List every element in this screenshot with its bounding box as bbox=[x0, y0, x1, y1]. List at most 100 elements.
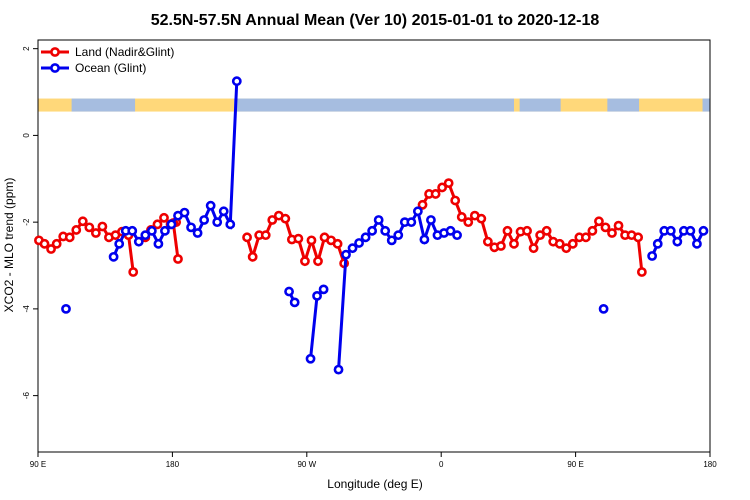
y-axis-label: XCO2 - MLO trend (ppm) bbox=[2, 178, 16, 313]
data-point bbox=[463, 217, 474, 228]
data-point bbox=[231, 76, 242, 87]
data-point bbox=[685, 225, 696, 236]
data-point bbox=[594, 216, 604, 227]
data-point bbox=[289, 297, 300, 308]
data-point bbox=[541, 225, 552, 236]
data-point bbox=[647, 251, 658, 261]
data-point bbox=[267, 215, 278, 225]
series-ocean bbox=[61, 76, 709, 375]
data-point bbox=[502, 225, 513, 236]
legend: Land (Nadir&Glint) Ocean (Glint) bbox=[41, 45, 174, 75]
data-point bbox=[205, 200, 216, 211]
data-point bbox=[71, 225, 82, 235]
data-point bbox=[607, 228, 617, 238]
data-point bbox=[313, 256, 323, 267]
data-point bbox=[97, 221, 108, 232]
legend-label: Ocean (Glint) bbox=[75, 61, 146, 75]
data-point bbox=[496, 241, 506, 251]
data-point bbox=[192, 228, 203, 238]
data-point bbox=[665, 225, 676, 236]
data-point bbox=[598, 303, 609, 314]
data-point bbox=[280, 213, 291, 224]
data-point bbox=[46, 244, 56, 254]
data-point bbox=[225, 219, 236, 230]
legend-swatch-marker bbox=[50, 63, 60, 73]
data-point bbox=[146, 225, 157, 236]
data-point bbox=[456, 212, 467, 222]
data-point bbox=[567, 238, 578, 249]
series-land bbox=[34, 178, 647, 277]
data-point bbox=[159, 212, 169, 223]
data-point bbox=[218, 206, 229, 217]
band-ocean bbox=[234, 98, 514, 112]
data-point bbox=[367, 225, 378, 236]
data-point bbox=[84, 222, 95, 233]
data-point bbox=[652, 238, 663, 249]
x-tick-label: 90 W bbox=[297, 460, 316, 469]
data-point bbox=[580, 232, 591, 243]
data-point bbox=[186, 222, 196, 233]
data-point bbox=[128, 267, 139, 277]
band-ocean bbox=[607, 98, 640, 112]
data-point bbox=[636, 267, 647, 277]
data-point bbox=[179, 207, 190, 218]
data-point bbox=[293, 233, 304, 244]
data-point bbox=[692, 238, 702, 249]
data-point bbox=[284, 286, 294, 297]
data-point bbox=[114, 238, 125, 249]
data-point bbox=[305, 353, 316, 364]
data-point bbox=[482, 236, 493, 247]
series-layer bbox=[34, 76, 709, 375]
data-point bbox=[535, 230, 546, 241]
data-point bbox=[39, 238, 50, 249]
data-point bbox=[522, 225, 532, 236]
data-point bbox=[437, 182, 448, 193]
data-point bbox=[419, 234, 430, 245]
plot-frame bbox=[37, 39, 711, 453]
x-tick-label: 180 bbox=[166, 460, 180, 469]
data-point bbox=[406, 217, 417, 228]
data-point bbox=[360, 232, 371, 243]
data-point bbox=[443, 178, 454, 189]
y-axis: 2 0 -2 -4 -6 bbox=[22, 46, 38, 399]
data-point bbox=[373, 215, 384, 225]
data-point bbox=[633, 232, 644, 243]
data-point bbox=[212, 217, 223, 228]
data-point bbox=[426, 215, 436, 225]
data-point bbox=[61, 303, 71, 314]
data-point bbox=[509, 238, 519, 249]
data-point bbox=[698, 225, 709, 236]
legend-label: Land (Nadir&Glint) bbox=[75, 45, 174, 59]
land-ocean-band bbox=[38, 98, 710, 112]
data-point bbox=[306, 235, 317, 246]
data-point bbox=[393, 230, 404, 241]
data-point bbox=[166, 219, 177, 230]
data-point bbox=[242, 232, 252, 243]
y-tick-label: 2 bbox=[22, 46, 31, 51]
data-point bbox=[127, 225, 138, 236]
data-point bbox=[600, 222, 611, 233]
data-point bbox=[380, 225, 391, 236]
data-point bbox=[341, 249, 351, 260]
data-point bbox=[77, 216, 88, 227]
chart-title: 52.5N-57.5N Annual Mean (Ver 10) 2015-01… bbox=[151, 12, 600, 29]
data-point bbox=[153, 238, 164, 249]
data-point bbox=[417, 199, 428, 210]
data-point bbox=[554, 238, 565, 249]
data-point bbox=[90, 228, 101, 238]
x-axis-label: Longitude (deg E) bbox=[327, 477, 422, 491]
data-point bbox=[318, 284, 329, 295]
legend-swatch-marker bbox=[50, 47, 60, 57]
data-point bbox=[133, 236, 144, 247]
x-tick-label: 180 bbox=[703, 460, 717, 469]
data-point bbox=[152, 219, 163, 230]
x-tick-label: 90 E bbox=[567, 460, 583, 469]
data-point bbox=[108, 251, 119, 262]
data-point bbox=[561, 243, 572, 254]
data-point bbox=[528, 243, 539, 254]
data-point bbox=[450, 195, 461, 206]
y-tick-label: 0 bbox=[22, 133, 31, 138]
x-tick-label: 0 bbox=[439, 460, 444, 469]
data-point bbox=[332, 238, 343, 249]
data-point bbox=[312, 290, 322, 301]
